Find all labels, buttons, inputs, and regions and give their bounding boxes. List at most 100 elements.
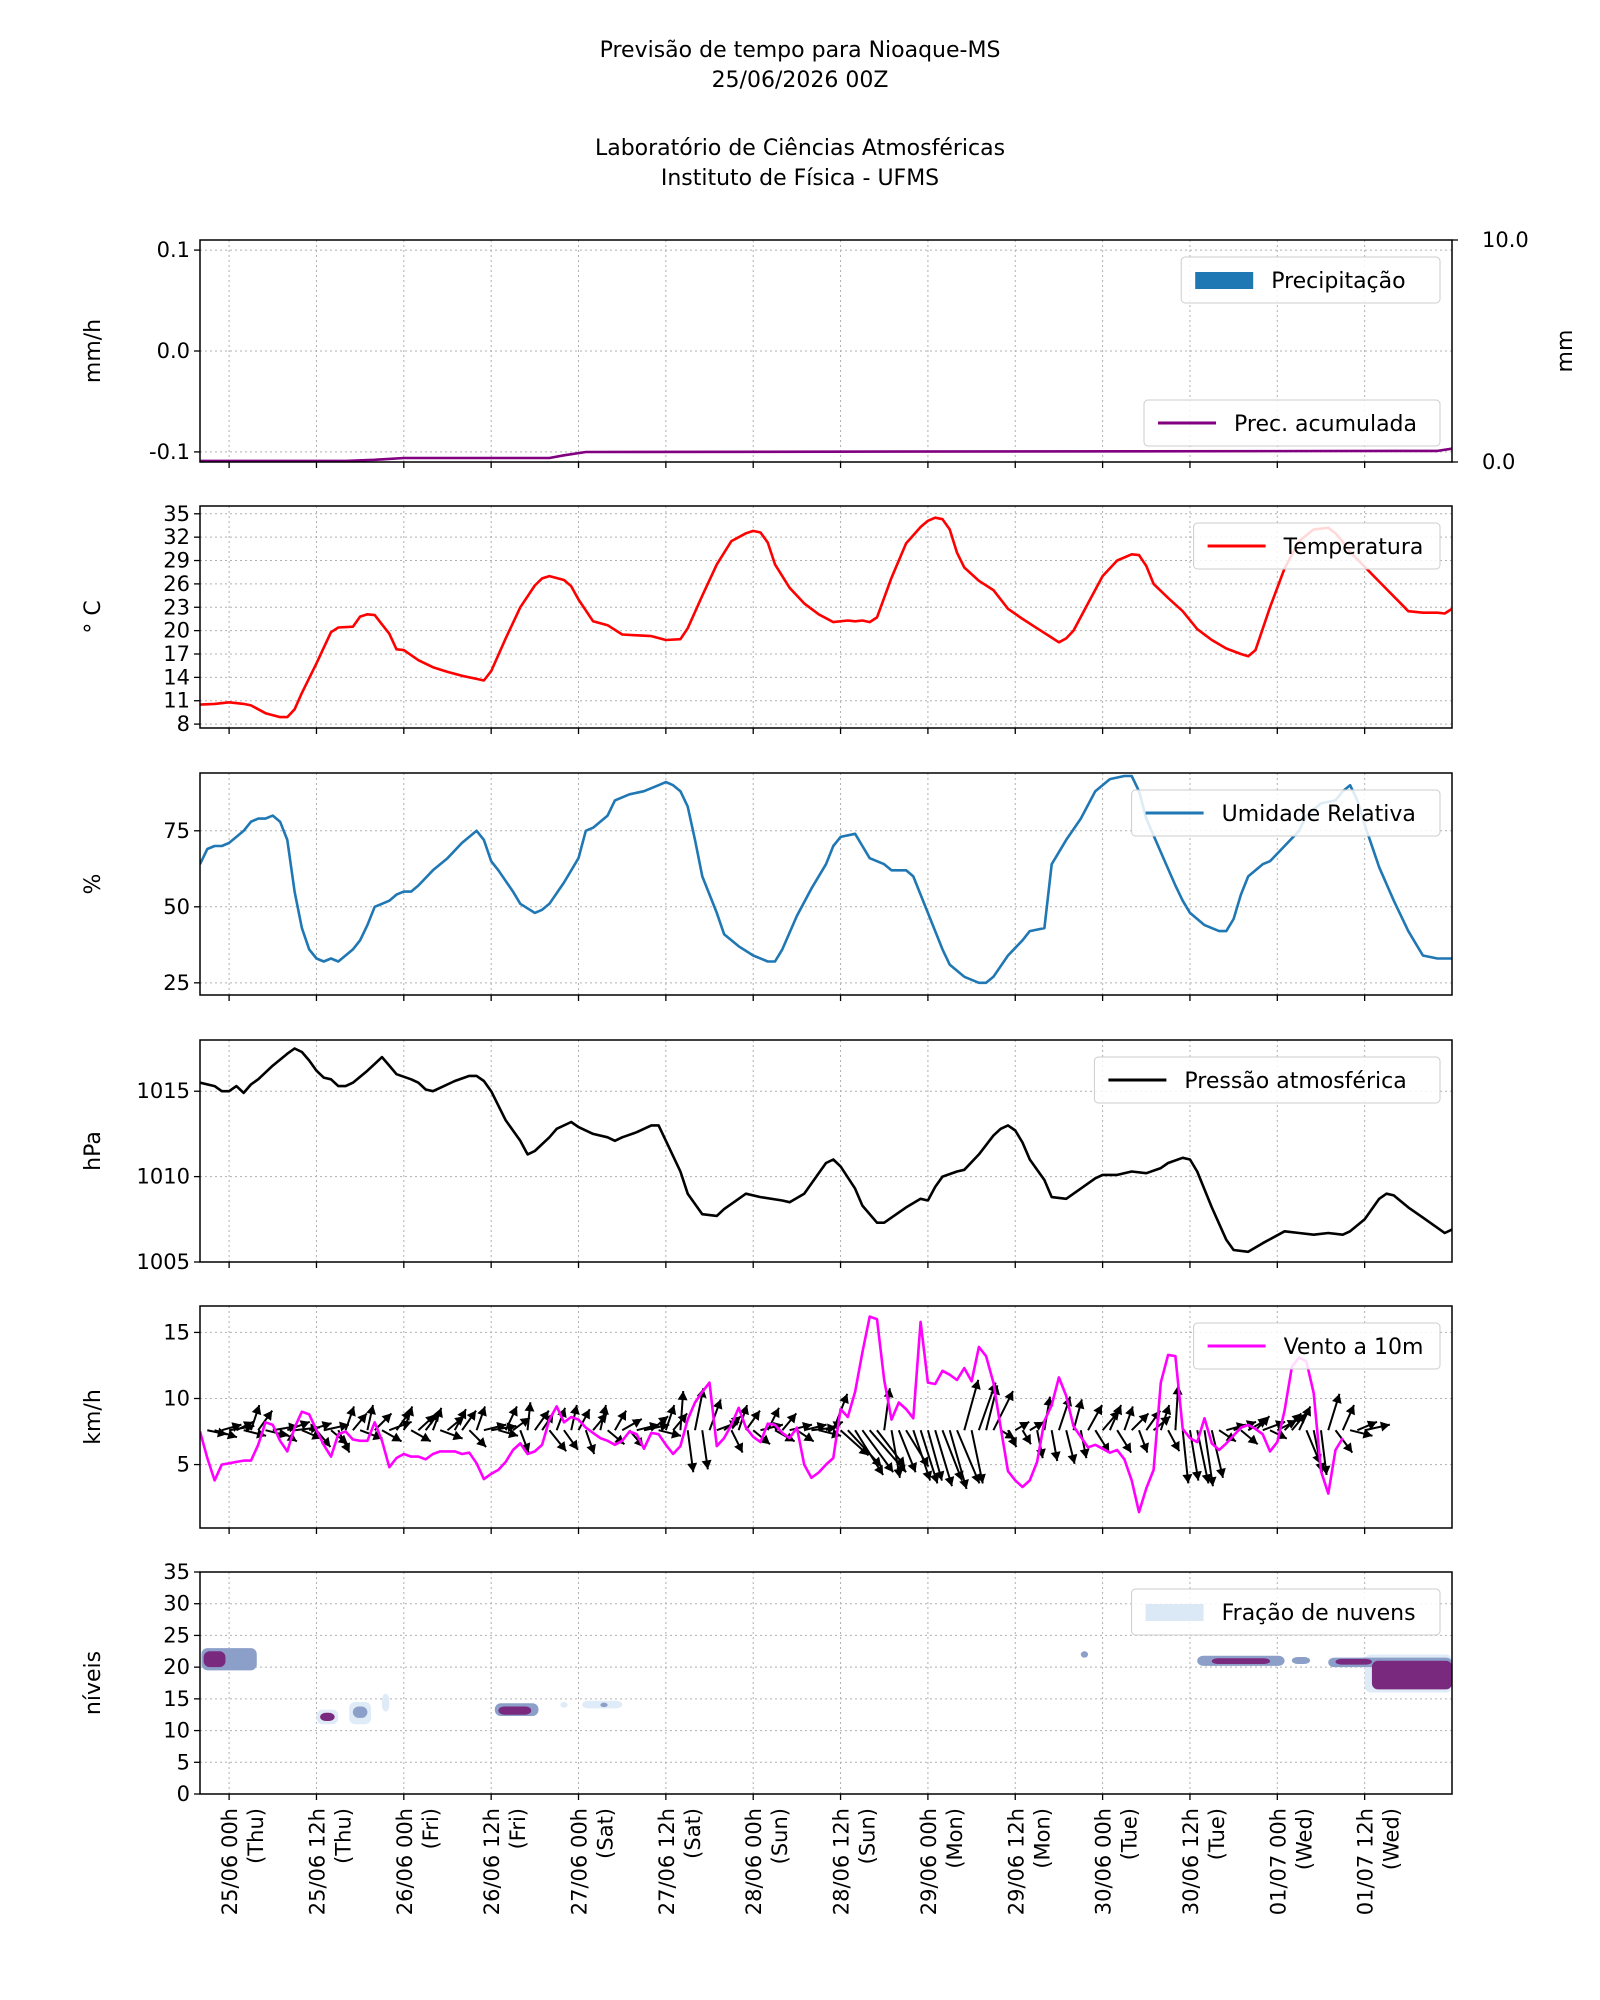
y-tick-label: 50	[163, 895, 190, 919]
y-tick-label: 29	[163, 549, 190, 573]
legend-box	[1193, 1322, 1441, 1370]
wind-arrow	[599, 1404, 609, 1431]
wind-arrow	[897, 1429, 917, 1473]
cloud-cell	[1211, 1658, 1271, 1664]
wind-arrow	[1364, 1421, 1391, 1432]
wind-arrow	[524, 1402, 535, 1431]
x-tick-day: (Mon)	[1030, 1808, 1054, 1869]
y-tick-label: 11	[163, 689, 190, 713]
y-axis-label: km/h	[81, 1389, 106, 1445]
x-tick-date: 29/06 00h	[917, 1808, 941, 1915]
plot-area-press	[200, 1047, 1452, 1254]
wind-arrow	[1159, 1404, 1172, 1431]
wind-arrow	[963, 1379, 981, 1431]
y-tick-label: 1010	[137, 1165, 190, 1189]
y-tick-label: 5	[177, 1750, 190, 1774]
x-tick-day: (Sat)	[594, 1808, 618, 1859]
wind-arrow	[461, 1410, 477, 1431]
wind-arrow	[686, 1430, 698, 1473]
wind-arrow	[1298, 1405, 1312, 1431]
y-tick-label: 17	[163, 642, 190, 666]
axes-frame	[199, 505, 1453, 729]
x-tick-label: 30/06 12h (Tue)	[1179, 1808, 1229, 1915]
wind-arrow	[926, 1429, 945, 1481]
x-tick-day: (Thu)	[244, 1808, 268, 1864]
wind-arrow	[664, 1404, 677, 1431]
wind-arrow	[1021, 1429, 1032, 1445]
legend-label: Precipitação	[1271, 269, 1405, 294]
wind-arrow	[730, 1429, 744, 1454]
wind-arrow	[519, 1429, 531, 1453]
wind-arrow	[745, 1410, 761, 1431]
wind-arrow	[352, 1412, 368, 1431]
wind-arrow	[1014, 1420, 1030, 1432]
axes-frame	[199, 1571, 1453, 1795]
x-tick-label: 29/06 00h (Mon)	[917, 1808, 967, 1915]
wind-arrow	[643, 1421, 670, 1432]
x-tick-day: (Wed)	[1292, 1808, 1316, 1870]
x-tick-date: 25/06 12h	[305, 1808, 329, 1915]
plot-area-wind	[200, 1315, 1391, 1514]
series-line-rh	[200, 774, 1452, 985]
wind-arrow	[1087, 1404, 1103, 1431]
title-line-3: Laboratório de Ciências Atmosféricas	[594, 136, 1006, 161]
wind-arrow	[1050, 1430, 1061, 1462]
legend-swatch	[1195, 272, 1254, 289]
title-line-1: Previsão de tempo para Nioaque-MS	[599, 38, 1001, 63]
wind-arrow	[1341, 1404, 1355, 1431]
wind-arrow	[577, 1408, 591, 1431]
x-tick-day: (Fri)	[506, 1808, 530, 1849]
wind-arrow	[402, 1406, 414, 1431]
wind-arrow	[1108, 1404, 1122, 1431]
legend-entry: Umidade Relativa	[1131, 789, 1441, 837]
wind-arrow	[934, 1429, 955, 1487]
legend-entry: Pressão atmosférica	[1093, 1056, 1441, 1104]
wind-arrow	[214, 1429, 238, 1440]
x-tick-label: 25/06 00h (Thu)	[218, 1808, 268, 1915]
wind-arrow	[1240, 1429, 1259, 1445]
wind-arrow	[584, 1429, 596, 1455]
y-tick-label: 8	[177, 712, 190, 736]
legend-entry: Vento a 10m	[1193, 1322, 1441, 1370]
x-tick-day: (Tue)	[1118, 1808, 1142, 1860]
x-tick-date: 25/06 00h	[218, 1808, 242, 1915]
x-tick-label: 01/07 12h (Wed)	[1354, 1808, 1404, 1915]
y-tick-label: 0.1	[157, 238, 190, 262]
wind-arrow	[614, 1410, 627, 1431]
wind-arrow	[344, 1406, 356, 1431]
wind-arrow	[905, 1429, 930, 1468]
wind-arrow	[948, 1429, 969, 1490]
x-tick-day: (Mon)	[943, 1808, 967, 1869]
wind-arrow	[1254, 1415, 1271, 1431]
y-axis-label: %	[81, 874, 106, 895]
wind-arrow	[1327, 1393, 1342, 1431]
legend-label: Umidade Relativa	[1222, 802, 1416, 827]
x-tick-label: 29/06 12h (Mon)	[1004, 1808, 1054, 1915]
wind-arrow	[1131, 1412, 1150, 1431]
y-tick-label: 1015	[137, 1079, 190, 1103]
x-tick-date: 27/06 12h	[655, 1808, 679, 1915]
plot-area-precip	[200, 447, 1452, 462]
title-line-2: 25/06/2026 00Z	[711, 68, 889, 93]
wind-arrow	[308, 1421, 332, 1432]
wind-arrow	[323, 1421, 350, 1432]
y-tick-label: 15	[163, 1320, 190, 1344]
wind-arrow	[1203, 1430, 1217, 1487]
x-tick-date: 01/07 00h	[1266, 1808, 1290, 1915]
wind-arrow	[257, 1410, 274, 1431]
panel-rh: 25 50 75% Umidade Relativa	[81, 772, 1453, 1001]
wind-arrow	[431, 1407, 443, 1431]
wind-arrow	[504, 1405, 518, 1431]
y2-axis-label: mm	[1553, 330, 1578, 373]
y2-tick-label: 10.0	[1482, 228, 1529, 252]
wind-arrow	[912, 1429, 933, 1481]
y-tick-label: -0.1	[149, 440, 190, 464]
x-tick-label: 27/06 00h (Sat)	[568, 1808, 618, 1915]
y-tick-label: 10	[163, 1387, 190, 1411]
legend-box	[1131, 1588, 1441, 1636]
wind-arrow	[789, 1421, 813, 1432]
wind-arrow	[1181, 1430, 1193, 1484]
legend-entry: Precipitação	[1180, 256, 1441, 304]
